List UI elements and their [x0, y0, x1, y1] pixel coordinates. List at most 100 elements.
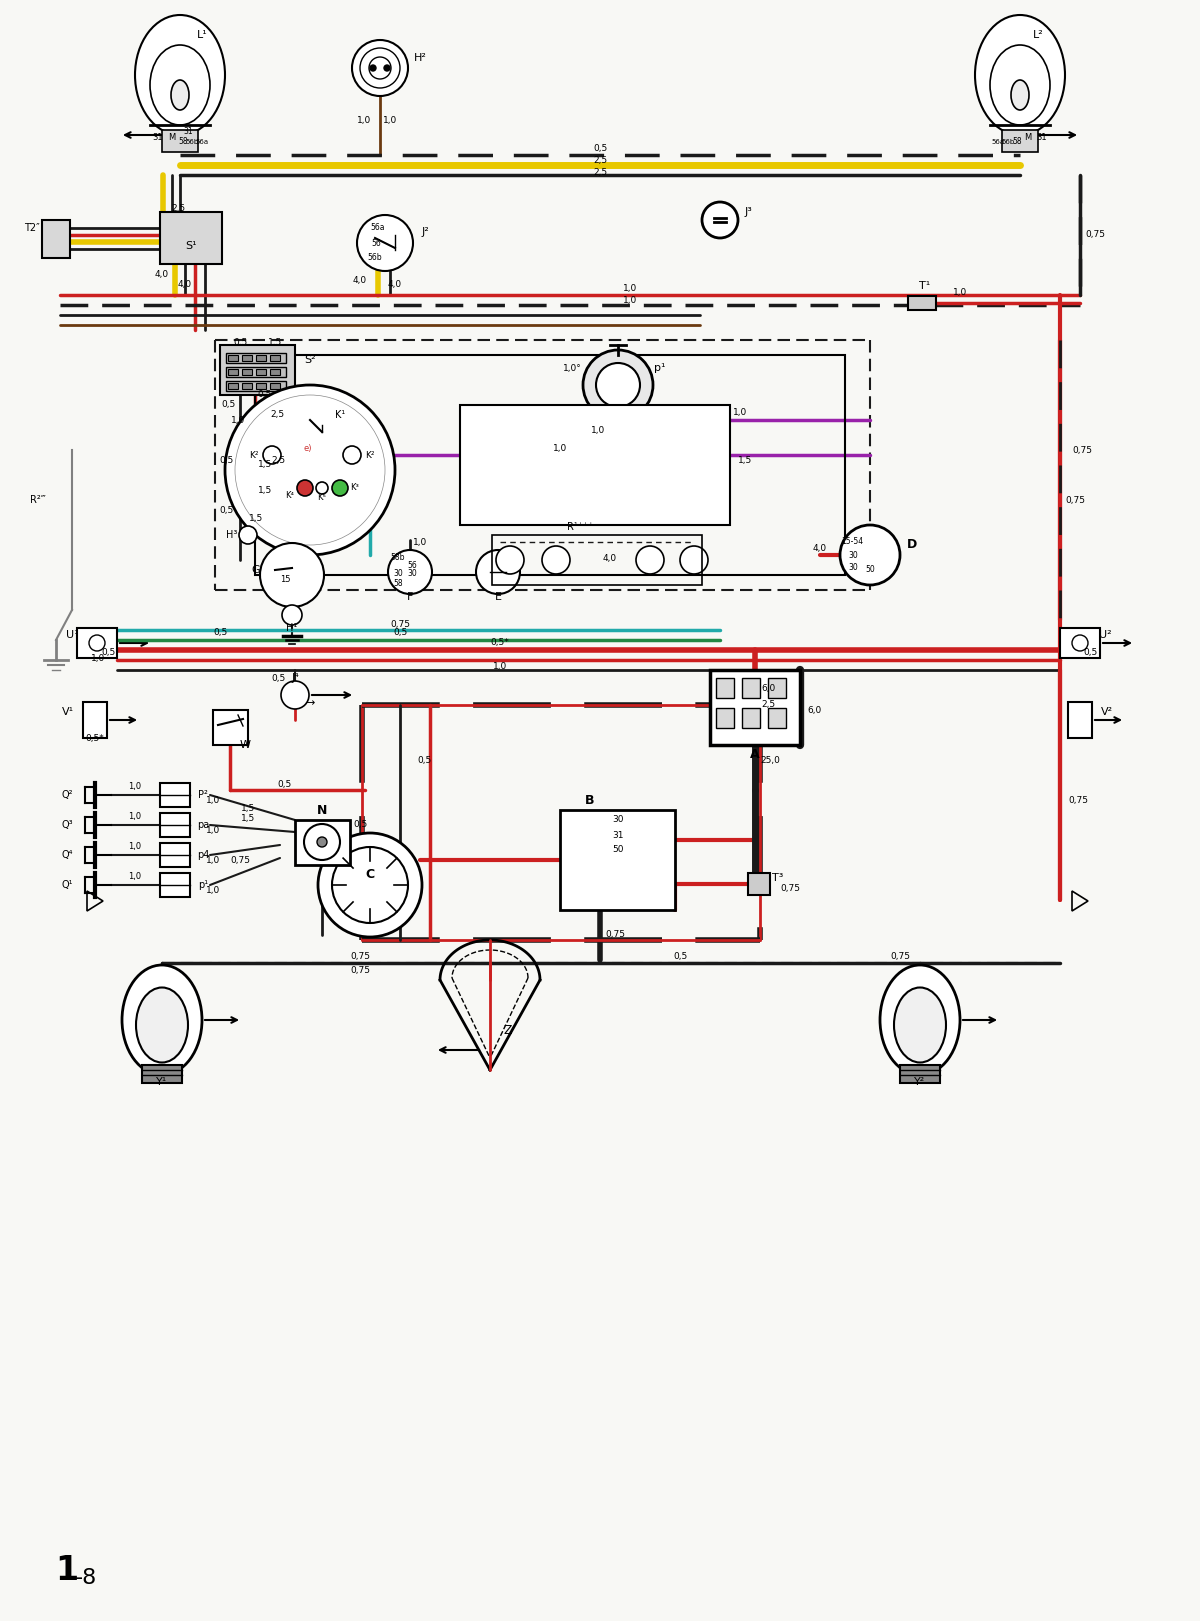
Circle shape	[318, 833, 422, 937]
Text: W: W	[240, 741, 251, 751]
Bar	[226, 353, 286, 363]
Text: 0,5: 0,5	[218, 506, 233, 514]
Circle shape	[680, 546, 708, 574]
Text: 56a: 56a	[991, 139, 1004, 144]
Bar	[83, 702, 107, 738]
Text: 1,0: 1,0	[206, 856, 220, 864]
Bar	[742, 708, 760, 728]
Text: R¹⁺⁺⁺: R¹⁺⁺⁺	[566, 522, 593, 532]
Bar	[256, 355, 266, 361]
Text: J³: J³	[744, 207, 752, 217]
Bar	[768, 678, 786, 699]
Text: 0,75: 0,75	[890, 953, 910, 961]
Circle shape	[352, 41, 408, 96]
Text: F: F	[407, 592, 413, 601]
Bar	[226, 381, 286, 391]
Circle shape	[239, 525, 257, 545]
Text: 4,0: 4,0	[155, 271, 169, 279]
Circle shape	[343, 446, 361, 464]
Bar	[908, 297, 936, 310]
Text: Y²: Y²	[914, 1076, 925, 1088]
Bar	[214, 710, 248, 746]
Ellipse shape	[974, 15, 1066, 135]
Text: 56b: 56b	[367, 253, 383, 263]
Text: 0,5: 0,5	[258, 391, 272, 399]
Text: 6,0: 6,0	[761, 684, 775, 692]
Text: V¹: V¹	[62, 707, 74, 716]
Text: 31: 31	[152, 133, 163, 141]
Circle shape	[316, 481, 328, 494]
Text: 0,75: 0,75	[230, 856, 250, 864]
Text: 1,0: 1,0	[733, 408, 748, 418]
Circle shape	[542, 546, 570, 574]
Text: 31: 31	[184, 128, 193, 136]
Bar	[742, 678, 760, 699]
Text: V²: V²	[1100, 707, 1114, 716]
Text: 30: 30	[848, 551, 858, 559]
Bar	[270, 383, 280, 389]
Bar	[220, 345, 295, 396]
Ellipse shape	[1010, 79, 1030, 110]
Text: T¹: T¹	[919, 280, 931, 292]
Ellipse shape	[122, 964, 202, 1075]
Text: pa: pa	[197, 820, 209, 830]
Ellipse shape	[134, 15, 226, 135]
Text: 1,5: 1,5	[241, 804, 256, 812]
Circle shape	[282, 605, 302, 626]
Text: 1,0: 1,0	[356, 115, 371, 125]
Text: 31: 31	[612, 830, 624, 840]
Text: T2″: T2″	[24, 224, 40, 233]
Text: 4,0: 4,0	[602, 553, 617, 562]
Circle shape	[1072, 635, 1088, 652]
Text: 15-54: 15-54	[841, 538, 863, 546]
Circle shape	[260, 543, 324, 606]
Bar	[160, 843, 190, 867]
Bar	[1060, 627, 1100, 658]
Text: 0,5*: 0,5*	[491, 639, 509, 647]
Text: 1,0: 1,0	[206, 825, 220, 835]
Text: 0,5: 0,5	[593, 144, 607, 154]
Bar	[560, 810, 674, 909]
Bar	[160, 783, 190, 807]
Text: H¹: H¹	[287, 622, 298, 632]
Text: 50: 50	[865, 566, 875, 574]
Text: p4: p4	[197, 849, 209, 861]
Text: 1,5: 1,5	[258, 460, 272, 470]
Bar	[242, 370, 252, 374]
Text: e): e)	[304, 444, 312, 452]
Text: P²: P²	[198, 789, 208, 801]
Text: K⁴: K⁴	[286, 491, 294, 499]
Text: N: N	[317, 804, 328, 817]
Bar	[142, 1065, 182, 1083]
Text: 30: 30	[612, 815, 624, 825]
Text: 0,5: 0,5	[101, 648, 115, 658]
Text: U¹: U¹	[66, 631, 78, 640]
Text: 1,0: 1,0	[553, 444, 568, 452]
Text: p¹: p¹	[654, 363, 666, 373]
Circle shape	[304, 823, 340, 861]
Text: 58: 58	[178, 138, 188, 146]
Bar	[77, 627, 118, 658]
Bar	[900, 1065, 940, 1083]
Text: 0,75: 0,75	[350, 953, 370, 961]
Circle shape	[596, 363, 640, 407]
Text: 1,0: 1,0	[623, 295, 637, 305]
Ellipse shape	[172, 79, 190, 110]
Text: 56b: 56b	[185, 139, 199, 144]
Text: C: C	[366, 869, 374, 882]
Text: 50: 50	[612, 846, 624, 854]
Circle shape	[702, 203, 738, 238]
Text: 30: 30	[394, 569, 403, 579]
Text: 56a: 56a	[371, 224, 385, 232]
Text: 56: 56	[407, 561, 416, 571]
Text: 1,0: 1,0	[623, 285, 637, 293]
Ellipse shape	[880, 964, 960, 1075]
Circle shape	[384, 65, 390, 71]
Bar	[228, 383, 238, 389]
Text: 1,0: 1,0	[493, 661, 508, 671]
Circle shape	[226, 386, 395, 554]
Text: J⁴: J⁴	[292, 673, 299, 682]
Text: 1,0°: 1,0°	[563, 363, 581, 373]
Circle shape	[298, 480, 313, 496]
Text: 1,0: 1,0	[590, 425, 605, 434]
